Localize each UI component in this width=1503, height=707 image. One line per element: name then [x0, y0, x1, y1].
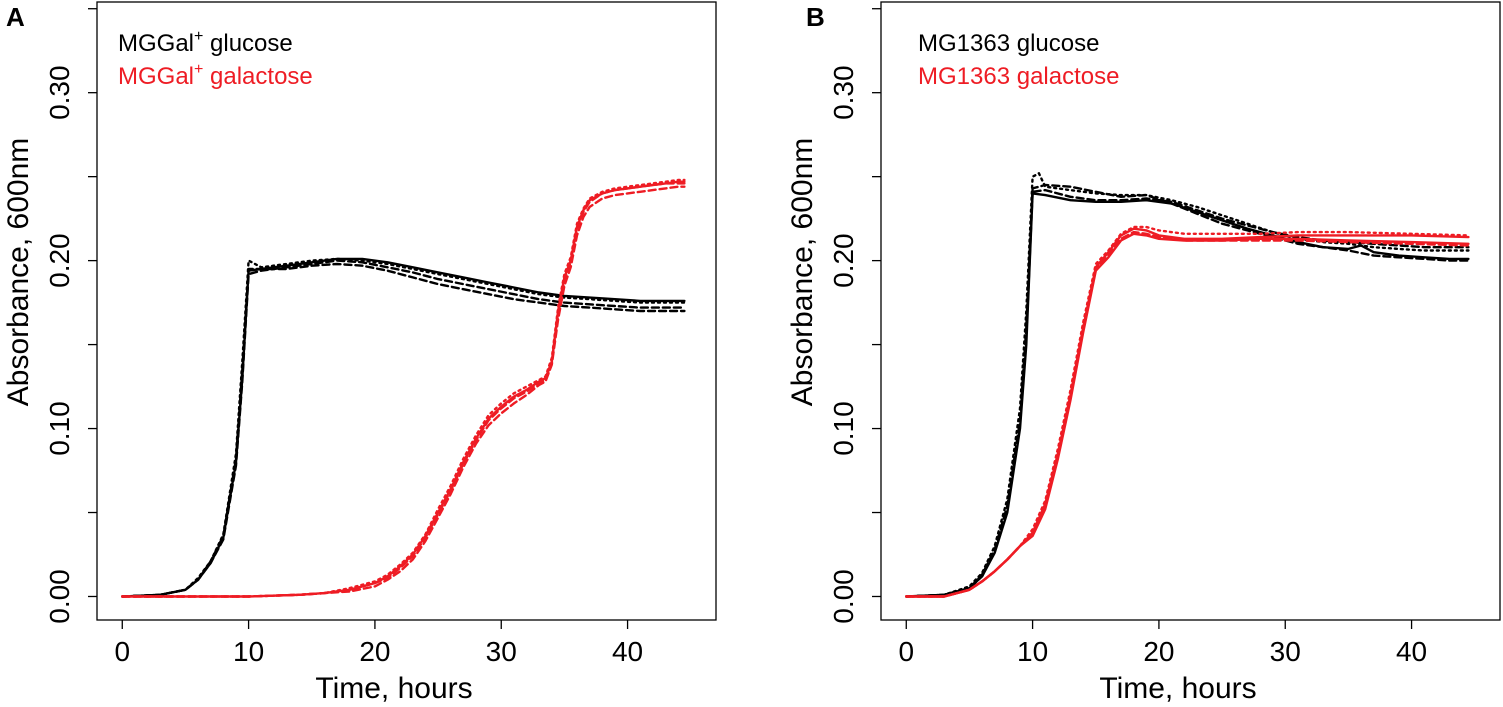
x-tick-label: 20 — [359, 636, 390, 667]
x-tick-label: 30 — [486, 636, 517, 667]
series-line-2 — [905, 172, 1470, 598]
plot-frame — [96, 1, 717, 621]
y-axis: 0.00 0.10 0.20 0.30 — [828, 8, 881, 624]
x-axis-title: Time, hours — [1099, 672, 1256, 705]
series-line-3 — [121, 259, 686, 598]
y-axis: 0.00 0.10 0.20 0.30 — [44, 8, 97, 624]
series-line-5 — [905, 227, 1470, 598]
y-tick-label: 0.30 — [828, 65, 859, 120]
x-tick-label: 0 — [898, 636, 914, 667]
y-tick-label: 0.30 — [44, 65, 75, 120]
y-axis-title: Absorbance, 600nm — [2, 138, 35, 407]
series-layer — [121, 178, 686, 598]
series-line-8 — [121, 182, 686, 598]
y-tick-label: 0.10 — [44, 401, 75, 456]
x-axis-title: Time, hours — [315, 672, 472, 705]
x-tick-label: 40 — [612, 636, 643, 667]
panel-b: B 0 10 20 30 40 0.00 0.10 0.20 0.30 Time, hours… — [786, 1, 1501, 705]
series-line-1 — [121, 257, 686, 598]
series-line-1 — [905, 192, 1470, 598]
x-tick-label: 10 — [1017, 636, 1048, 667]
y-axis-title: Absorbance, 600nm — [786, 138, 819, 407]
series-line-2 — [121, 257, 686, 598]
x-axis: 0 10 20 30 40 — [898, 620, 1427, 667]
legend-item-glucose: MG1363 glucose — [918, 30, 1099, 57]
y-tick-label: 0.00 — [44, 569, 75, 624]
x-axis: 0 10 20 30 40 — [114, 620, 643, 667]
series-line-4 — [905, 188, 1470, 598]
x-tick-label: 40 — [1396, 636, 1427, 667]
legend-item-glucose: MGGal+ glucose — [118, 28, 293, 57]
x-tick-label: 0 — [114, 636, 130, 667]
series-line-7 — [121, 185, 686, 598]
series-layer — [905, 172, 1470, 598]
x-tick-label: 20 — [1143, 636, 1174, 667]
panel-label: B — [806, 2, 825, 32]
y-tick-label: 0.00 — [828, 569, 859, 624]
plot-frame — [880, 1, 1501, 621]
panel-label: A — [6, 2, 25, 32]
series-line-5 — [121, 180, 686, 598]
x-tick-label: 30 — [1270, 636, 1301, 667]
series-line-7 — [905, 225, 1470, 598]
y-tick-label: 0.20 — [44, 233, 75, 288]
y-tick-label: 0.20 — [828, 233, 859, 288]
x-tick-label: 10 — [233, 636, 264, 667]
series-line-8 — [905, 230, 1470, 598]
legend-item-galactose: MGGal+ galactose — [118, 61, 313, 90]
series-line-6 — [121, 178, 686, 598]
panel-a: A 0 10 20 30 40 0.00 0.10 0.20 0.30 Time, hours… — [2, 1, 717, 705]
series-line-6 — [905, 232, 1470, 598]
y-tick-label: 0.10 — [828, 401, 859, 456]
legend-item-galactose: MG1363 galactose — [918, 63, 1119, 90]
series-line-4 — [121, 262, 686, 598]
